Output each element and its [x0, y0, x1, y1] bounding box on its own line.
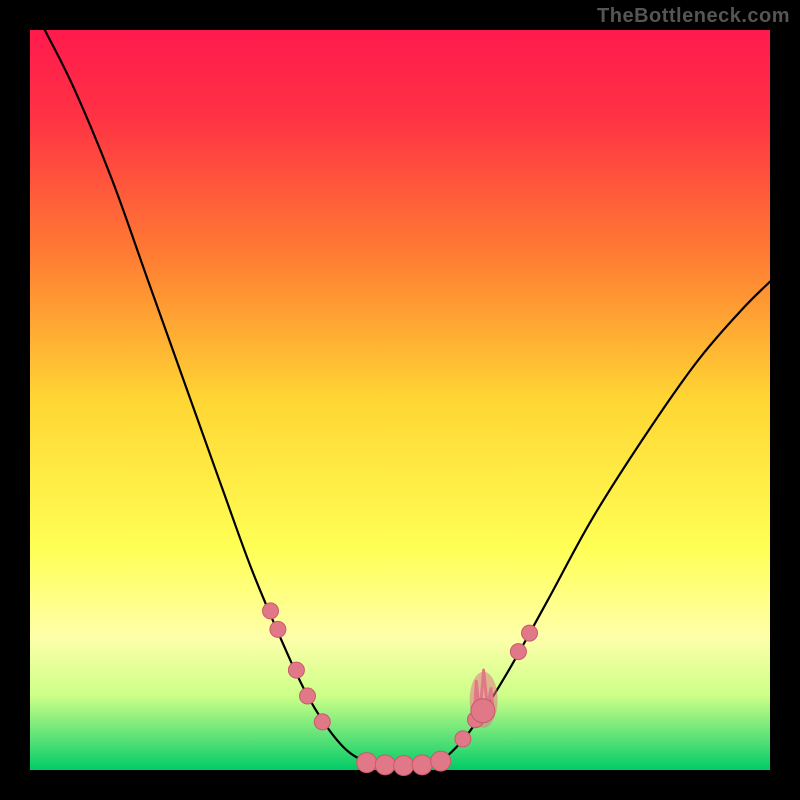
data-marker [522, 625, 538, 641]
data-marker [300, 688, 316, 704]
data-marker [510, 644, 526, 660]
data-marker [455, 731, 471, 747]
data-marker [263, 603, 279, 619]
data-marker [431, 751, 451, 771]
data-marker [471, 699, 495, 723]
data-marker [375, 755, 395, 775]
chart-container: TheBottleneck.com [0, 0, 800, 800]
data-marker [412, 755, 432, 775]
watermark-text: TheBottleneck.com [597, 5, 790, 28]
data-marker [394, 756, 414, 776]
data-marker [270, 621, 286, 637]
plot-background [30, 30, 770, 770]
bottleneck-chart [0, 0, 800, 800]
data-marker [288, 662, 304, 678]
data-marker [314, 714, 330, 730]
data-marker [357, 753, 377, 773]
